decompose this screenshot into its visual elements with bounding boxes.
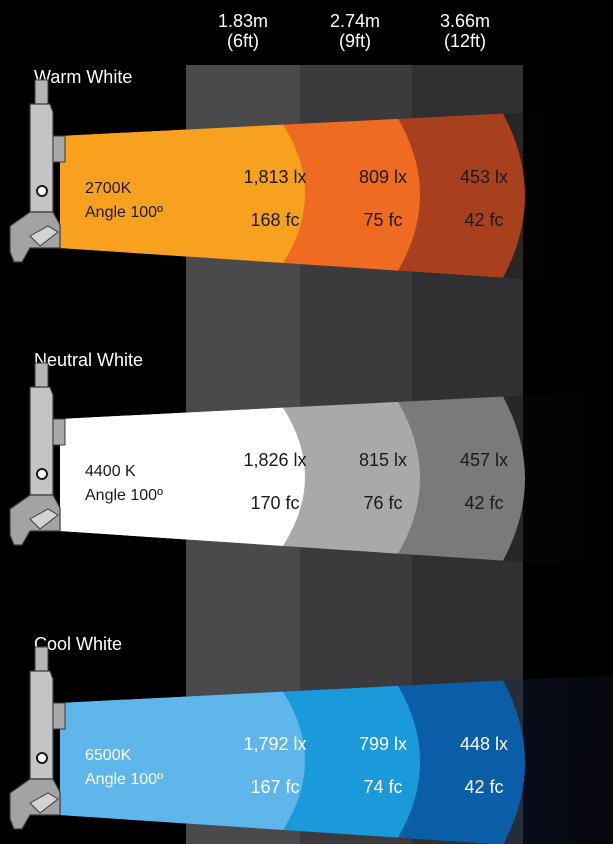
distance-1-feet: (6ft) (227, 31, 259, 51)
reading-fc-3: 42 fc (464, 210, 503, 230)
panel-warm-white: Warm White 2700K Angle 100º 1,813 lx 168 fc 8… (9, 67, 613, 285)
light-beam (60, 675, 613, 844)
light-fixture-icon (9, 646, 66, 830)
panel-cool-white: Cool White 6500K Angle 100º 1,792 lx 167 fc 7… (9, 634, 613, 844)
panel-title: Cool White (34, 634, 122, 654)
panel-title: Warm White (34, 67, 132, 87)
color-temperature: 4400 K (85, 463, 136, 480)
reading-fc-2: 74 fc (363, 777, 402, 797)
reading-lux-2: 799 lx (359, 734, 407, 754)
color-temperature: 6500K (85, 747, 132, 764)
reading-lux-3: 448 lx (460, 734, 508, 754)
reading-lux-1: 1,813 lx (243, 167, 306, 187)
distance-3-feet: (12ft) (444, 31, 486, 51)
beam-angle: Angle 100º (85, 771, 163, 788)
reading-fc-3: 42 fc (464, 493, 503, 513)
reading-lux-2: 815 lx (359, 450, 407, 470)
reading-lux-1: 1,826 lx (243, 450, 306, 470)
reading-lux-3: 457 lx (460, 450, 508, 470)
reading-fc-1: 168 fc (250, 210, 299, 230)
panel-title: Neutral White (34, 350, 143, 370)
reading-fc-3: 42 fc (464, 777, 503, 797)
reading-fc-1: 170 fc (250, 493, 299, 513)
distance-2-feet: (9ft) (339, 31, 371, 51)
reading-lux-1: 1,792 lx (243, 734, 306, 754)
reading-lux-3: 453 lx (460, 167, 508, 187)
reading-fc-2: 76 fc (363, 493, 402, 513)
beam-zone-1 (60, 391, 305, 568)
reading-fc-1: 167 fc (250, 777, 299, 797)
reading-fc-2: 75 fc (363, 210, 402, 230)
beam-angle: Angle 100º (85, 487, 163, 504)
distance-1-meters: 1.83m (218, 11, 268, 31)
beam-angle: Angle 100º (85, 204, 163, 221)
panel-neutral-white: Neutral White 4400 K Angle 100º 1,826 lx 170… (9, 350, 613, 568)
distance-3-meters: 3.66m (440, 11, 490, 31)
light-beam (60, 108, 613, 285)
light-beam (60, 391, 613, 568)
color-temperature: 2700K (85, 180, 132, 197)
distance-2-meters: 2.74m (330, 11, 380, 31)
beam-zone-1 (60, 108, 305, 285)
beam-zone-1 (60, 675, 305, 844)
light-fixture-icon (9, 79, 66, 263)
light-fixture-icon (9, 362, 66, 546)
reading-lux-2: 809 lx (359, 167, 407, 187)
